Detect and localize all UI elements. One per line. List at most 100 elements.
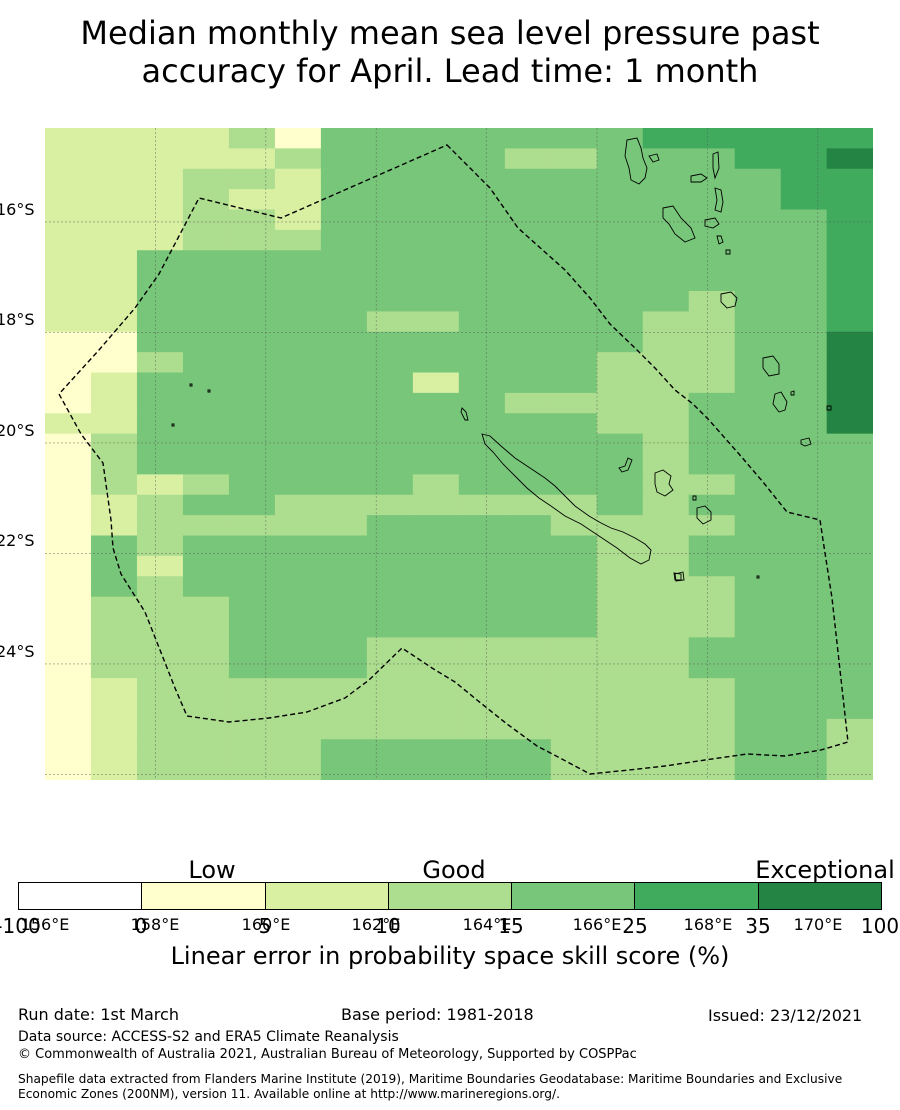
skill-cell — [45, 270, 92, 292]
skill-cell — [458, 515, 506, 537]
skill-cell — [780, 352, 828, 374]
skill-cell — [688, 229, 736, 251]
skill-cell — [45, 617, 92, 638]
colorbar-label: Linear error in probability space skill … — [170, 942, 730, 970]
shepherd-islands — [725, 249, 731, 255]
skill-cell — [228, 189, 276, 211]
skill-cell — [182, 759, 230, 780]
eez-boundary — [58, 144, 849, 775]
skill-cell — [780, 433, 828, 455]
skill-cell — [274, 250, 322, 272]
skill-cell — [182, 270, 230, 292]
skill-cell — [182, 148, 230, 170]
skill-cell — [780, 596, 828, 618]
skill-cell — [596, 352, 644, 374]
skill-cell — [274, 229, 322, 251]
skill-cell — [136, 576, 184, 598]
skill-cell — [642, 250, 690, 272]
skill-cell — [320, 698, 368, 720]
skill-cell — [780, 454, 828, 475]
skill-cell — [642, 209, 690, 231]
skill-cell — [780, 189, 828, 211]
x-tick-168E: 168°E — [683, 915, 733, 934]
skill-cell — [412, 433, 460, 455]
maewo — [712, 151, 720, 180]
skill-cell — [45, 474, 92, 496]
skill-cell — [274, 352, 322, 374]
skill-cell — [366, 637, 414, 659]
skill-cell — [366, 291, 414, 312]
skill-cell — [412, 372, 460, 394]
skill-cell — [412, 678, 460, 700]
skill-cell — [412, 718, 460, 740]
skill-cell — [90, 311, 138, 333]
skill-cell — [550, 209, 598, 231]
skill-cell — [458, 535, 506, 557]
skill-cell — [734, 168, 782, 190]
skill-cell — [688, 494, 736, 516]
skill-cell — [412, 352, 460, 374]
skill-cell — [642, 128, 690, 149]
skill-cell — [320, 555, 368, 577]
chesterfield-islet-3 — [171, 423, 175, 427]
skill-cell — [136, 413, 184, 435]
skill-cell — [826, 535, 873, 557]
skill-cell — [596, 555, 644, 577]
skill-cell — [780, 311, 828, 333]
skill-cell — [182, 718, 230, 740]
skill-cell — [596, 739, 644, 761]
skill-cell — [642, 392, 690, 414]
skill-cell — [550, 759, 598, 780]
skill-cell — [320, 454, 368, 475]
lifou — [654, 469, 674, 497]
skill-cell — [458, 392, 506, 414]
skill-cell — [458, 454, 506, 475]
colorbar-segment — [512, 883, 636, 909]
skill-cell — [136, 352, 184, 374]
skill-cell — [504, 759, 552, 780]
skill-cell — [412, 555, 460, 577]
ambae — [690, 173, 708, 183]
skill-cell — [182, 311, 230, 333]
skill-cell — [320, 576, 368, 598]
skill-cell — [596, 535, 644, 557]
skill-cell — [596, 229, 644, 251]
colorbar-segment — [388, 883, 513, 909]
skill-cell — [688, 515, 736, 537]
skill-cell — [320, 331, 368, 353]
skill-cell — [504, 291, 552, 312]
skill-cell — [688, 331, 736, 353]
skill-cell — [734, 372, 782, 394]
skill-cell — [642, 168, 690, 190]
skill-cell — [136, 331, 184, 353]
skill-cell — [182, 433, 230, 455]
skill-cell — [780, 515, 828, 537]
skill-cell — [688, 189, 736, 211]
map-title: Median monthly mean sea level pressure p… — [0, 14, 900, 90]
epi — [716, 235, 724, 245]
skill-cell — [412, 250, 460, 272]
colorbar — [18, 882, 882, 910]
skill-cell — [136, 555, 184, 577]
skill-cell — [642, 759, 690, 780]
skill-cell — [734, 229, 782, 251]
skill-cell — [734, 494, 782, 516]
skill-cell — [642, 698, 690, 720]
skill-cell — [366, 148, 414, 170]
colorbar-tick: -100 — [0, 914, 41, 938]
tiga-islet — [692, 495, 697, 501]
skill-cell — [826, 189, 873, 211]
skill-cell — [642, 454, 690, 475]
skill-cell — [182, 657, 230, 679]
skill-cell — [320, 291, 368, 312]
skill-cell — [596, 311, 644, 333]
skill-cell — [228, 148, 276, 170]
skill-cell — [45, 535, 92, 557]
skill-cell — [182, 596, 230, 618]
skill-cell — [90, 209, 138, 231]
skill-cell — [228, 637, 276, 659]
skill-cell — [458, 576, 506, 598]
x-tick-170E: 170°E — [793, 915, 843, 934]
colorbar-tick: 35 — [745, 914, 771, 938]
skill-cell — [90, 392, 138, 414]
